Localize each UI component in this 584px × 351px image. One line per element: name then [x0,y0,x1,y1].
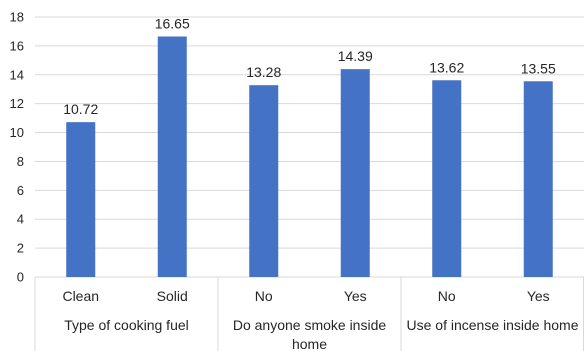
gridlines [35,16,584,249]
bar [340,69,370,278]
bar [249,85,279,277]
y-tick-label: 8 [17,154,24,169]
x-category-label: Yes [344,288,367,304]
data-label: 14.39 [338,48,373,64]
x-group-label: Type of cooking fuel [64,317,189,333]
y-tick-label: 6 [17,183,24,198]
bar [157,36,187,277]
y-tick-label: 14 [10,67,24,82]
y-tick-label: 4 [17,212,24,227]
y-tick-label: 10 [10,125,24,140]
bar [523,81,553,278]
x-group-label: Use of incense inside home [407,317,579,333]
data-label: 10.72 [63,101,98,117]
data-label: 13.62 [429,59,464,75]
x-category-label: No [438,288,456,304]
data-label: 13.28 [246,64,281,80]
x-group-label: Do anyone smoke inside [233,317,387,333]
x-group-label: home [292,336,327,351]
y-tick-label: 18 [10,10,24,25]
y-tick-label: 16 [10,38,24,53]
bars [66,36,553,278]
y-tick-label: 0 [17,270,24,285]
bar [432,80,462,278]
x-category-label: Solid [157,288,188,304]
y-tick-label: 2 [17,241,24,256]
x-category-label: No [255,288,273,304]
data-label: 16.65 [155,16,190,32]
x-category-label: Clean [62,288,99,304]
labels: 0 2 4 6 8 10 12 14 16 18 10.72 Clean 16.65 Solid 13.28… [10,10,579,351]
x-category-label: Yes [527,288,550,304]
bar [66,122,96,278]
y-tick-label: 12 [10,96,24,111]
data-label: 13.55 [521,60,556,76]
